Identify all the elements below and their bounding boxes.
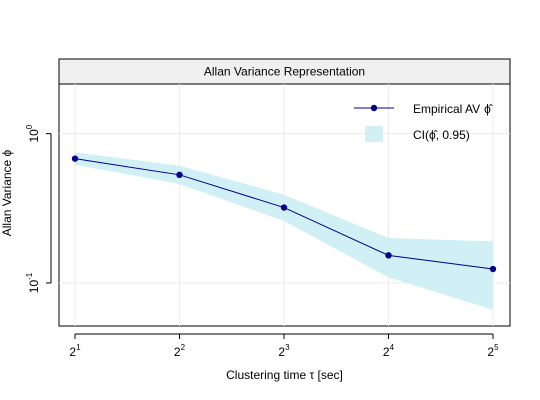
x-tick-label: 25 — [487, 343, 499, 359]
y-tick-label: 10-1 — [25, 272, 41, 293]
axis-layer: 21 22 23 24 25 100 10-1 — [25, 124, 499, 359]
title-strip — [58, 58, 511, 85]
x-tick-label: 24 — [383, 343, 395, 359]
legend-band-swatch — [365, 126, 383, 142]
y-tick-label: 100 — [25, 124, 41, 142]
empirical-av-point — [71, 155, 79, 162]
ci-band-layer — [75, 152, 493, 310]
empirical-av-point — [385, 252, 392, 259]
x-tick-label: 22 — [174, 343, 186, 359]
legend-line-label: Empirical AV ϕ̂ — [413, 102, 493, 116]
empirical-av-point — [280, 204, 288, 211]
x-tick-label: 21 — [69, 343, 81, 359]
series-point-layer — [71, 155, 497, 273]
y-axis-title: Allan Variance ϕ — [0, 149, 14, 236]
empirical-av-point — [176, 171, 183, 179]
x-tick-label: 23 — [278, 343, 290, 359]
chart-title: Allan Variance Representation — [204, 65, 365, 79]
legend-band-label: CI(ϕ̂, 0.95) — [413, 128, 470, 142]
ci-band — [75, 152, 493, 310]
empirical-av-point — [489, 265, 497, 273]
legend-point-swatch — [370, 104, 378, 112]
legend: Empirical AV ϕ̂ CI(ϕ̂, 0.95) — [354, 102, 493, 142]
x-axis-title: Clustering time τ [sec] — [226, 368, 343, 382]
